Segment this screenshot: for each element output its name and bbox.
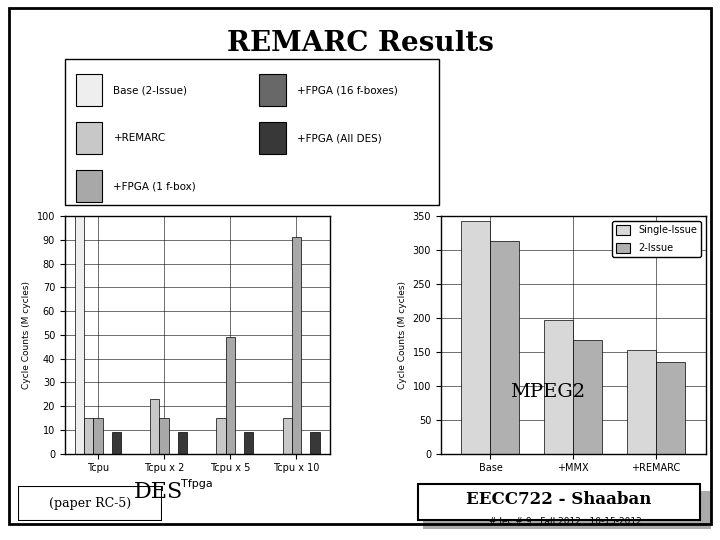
Bar [282,418,292,454]
Bar [112,432,121,454]
Bar [159,418,168,454]
Bar [627,350,656,454]
Bar [490,241,519,454]
FancyBboxPatch shape [259,74,286,106]
FancyBboxPatch shape [76,122,102,154]
Text: MPEG2: MPEG2 [510,383,585,401]
FancyBboxPatch shape [76,170,102,202]
Bar [217,418,225,454]
Text: DES: DES [134,481,183,503]
Bar [292,238,301,454]
Bar [225,337,235,454]
Text: EECC722 - Shaaban: EECC722 - Shaaban [466,490,652,508]
Bar [84,418,94,454]
Legend: Single-Issue, 2-Issue: Single-Issue, 2-Issue [612,221,701,257]
Text: +FPGA (16 f-boxes): +FPGA (16 f-boxes) [297,85,398,95]
FancyBboxPatch shape [423,491,711,529]
Text: REMARC Results: REMARC Results [227,30,493,57]
Bar [310,432,320,454]
Bar [150,399,159,454]
Bar [544,320,573,454]
Text: +FPGA (1 f-box): +FPGA (1 f-box) [114,181,197,191]
Y-axis label: Cycle Counts (M cycles): Cycle Counts (M cycles) [22,281,31,389]
Bar [462,221,490,454]
FancyBboxPatch shape [76,74,102,106]
Text: Base (2-Issue): Base (2-Issue) [114,85,187,95]
Y-axis label: Cycle Counts (M cycles): Cycle Counts (M cycles) [398,281,407,389]
Bar [178,432,187,454]
Text: +REMARC: +REMARC [114,133,166,143]
Text: # lec # 9   Fall 2012   10-15-2012: # lec # 9 Fall 2012 10-15-2012 [489,517,642,526]
Bar [244,432,253,454]
X-axis label: Tfpga: Tfpga [181,479,213,489]
Bar [75,216,84,454]
FancyBboxPatch shape [259,122,286,154]
Bar [573,340,602,454]
Text: +FPGA (All DES): +FPGA (All DES) [297,133,382,143]
Text: (paper RC-5): (paper RC-5) [49,497,131,510]
FancyBboxPatch shape [418,483,700,520]
Bar [94,418,102,454]
Bar [656,362,685,454]
